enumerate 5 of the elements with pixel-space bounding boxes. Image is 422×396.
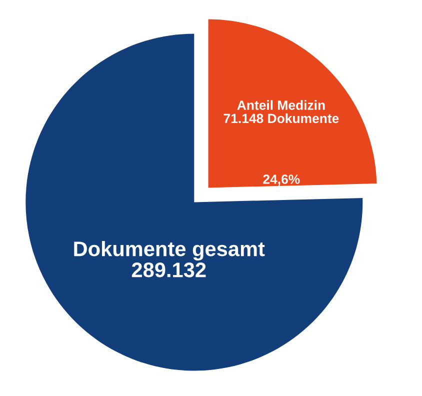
text: 71.148 Dokumente xyxy=(224,113,339,124)
text: 289.132 xyxy=(132,262,206,278)
slice-label: Dokumente gesamt xyxy=(74,240,265,260)
slice-label: Anteil Medizin xyxy=(237,100,325,110)
data-label: 24,6% xyxy=(263,174,300,186)
